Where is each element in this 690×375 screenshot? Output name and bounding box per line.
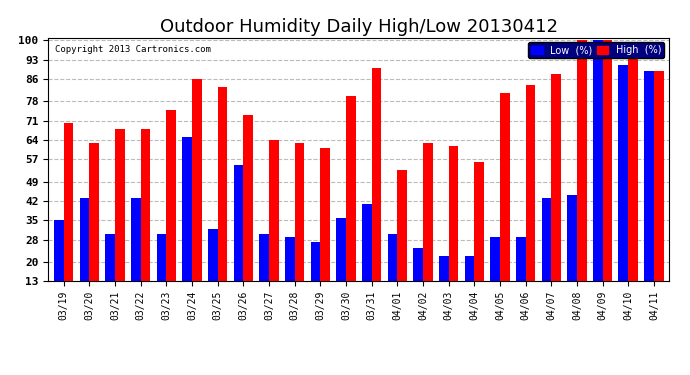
Bar — [500, 93, 510, 281]
Bar — [628, 51, 638, 281]
Bar — [423, 143, 433, 281]
Bar — [526, 85, 535, 281]
Bar — [208, 229, 217, 281]
Bar — [217, 87, 228, 281]
Legend: Low  (%), High  (%): Low (%), High (%) — [528, 42, 664, 58]
Bar — [439, 256, 449, 281]
Bar — [413, 248, 423, 281]
Bar — [362, 204, 372, 281]
Bar — [577, 40, 586, 281]
Bar — [192, 79, 201, 281]
Bar — [388, 234, 397, 281]
Text: Copyright 2013 Cartronics.com: Copyright 2013 Cartronics.com — [55, 45, 210, 54]
Bar — [90, 143, 99, 281]
Bar — [320, 148, 330, 281]
Bar — [464, 256, 474, 281]
Bar — [269, 140, 279, 281]
Bar — [259, 234, 269, 281]
Bar — [106, 234, 115, 281]
Bar — [79, 198, 90, 281]
Bar — [448, 146, 458, 281]
Bar — [618, 65, 628, 281]
Bar — [63, 123, 73, 281]
Bar — [644, 71, 654, 281]
Bar — [654, 71, 664, 281]
Bar — [551, 74, 561, 281]
Bar — [397, 171, 407, 281]
Title: Outdoor Humidity Daily High/Low 20130412: Outdoor Humidity Daily High/Low 20130412 — [160, 18, 558, 36]
Bar — [336, 217, 346, 281]
Bar — [474, 162, 484, 281]
Bar — [372, 68, 382, 281]
Bar — [567, 195, 577, 281]
Bar — [244, 115, 253, 281]
Bar — [310, 243, 320, 281]
Bar — [285, 237, 295, 281]
Bar — [54, 220, 63, 281]
Bar — [542, 198, 551, 281]
Bar — [295, 143, 304, 281]
Bar — [490, 237, 500, 281]
Bar — [131, 198, 141, 281]
Bar — [234, 165, 244, 281]
Bar — [516, 237, 526, 281]
Bar — [346, 96, 356, 281]
Bar — [182, 137, 192, 281]
Bar — [141, 129, 150, 281]
Bar — [115, 129, 125, 281]
Bar — [593, 40, 602, 281]
Bar — [602, 40, 612, 281]
Bar — [166, 110, 176, 281]
Bar — [157, 234, 166, 281]
